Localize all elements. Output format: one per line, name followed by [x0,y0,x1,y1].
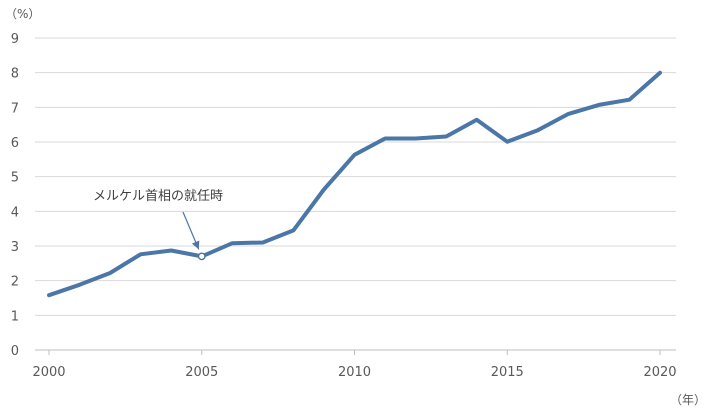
x-tick-label: 2015 [491,365,524,380]
y-axis-ticks: 0 1 2 3 4 5 6 7 8 9 [11,32,19,359]
data-point [169,248,173,253]
data-point [352,153,357,157]
x-tick-label: 2010 [338,365,371,380]
data-point [322,187,326,192]
y-tick-label: 4 [11,205,19,220]
y-tick-label: 1 [11,309,19,324]
y-tick-label: 5 [11,171,19,186]
data-point [597,103,601,107]
y-tick-label: 7 [11,101,19,116]
data-point [230,241,234,245]
data-point [505,140,509,144]
annotation-arrowhead [191,240,200,250]
y-tick-label: 9 [11,32,19,47]
annotation-marker [197,252,206,261]
data-point [444,134,448,139]
x-tick-label: 2020 [643,365,676,380]
data-point [383,136,387,141]
y-axis-unit-label: （%） [5,7,40,21]
series-group [47,70,662,298]
x-tick-label: 2005 [185,365,218,380]
data-point [77,283,82,287]
y-tick-label: 3 [11,240,19,255]
gridlines [35,37,676,351]
annotation-group: メルケル首相の就任時 [93,189,223,261]
y-tick-label: 8 [11,67,19,82]
y-tick-label: 2 [11,275,19,290]
x-tick-label: 2000 [32,365,65,380]
y-tick-label: 0 [11,344,19,359]
data-point [536,128,540,132]
data-point [139,252,143,256]
data-point [261,240,265,245]
data-point [47,293,51,297]
data-point [414,136,418,141]
data-point [108,271,112,275]
data-point [658,71,662,75]
data-point [566,112,570,116]
data-point [627,98,632,102]
x-axis-ticks: 2000 2005 2010 2015 2020 [32,350,677,380]
annotation-label: メルケル首相の就任時 [93,189,223,204]
y-tick-label: 6 [11,136,19,151]
series-line [47,70,662,298]
data-point [291,228,295,232]
x-axis-unit-label: （年） [670,393,706,407]
data-point [475,118,479,122]
